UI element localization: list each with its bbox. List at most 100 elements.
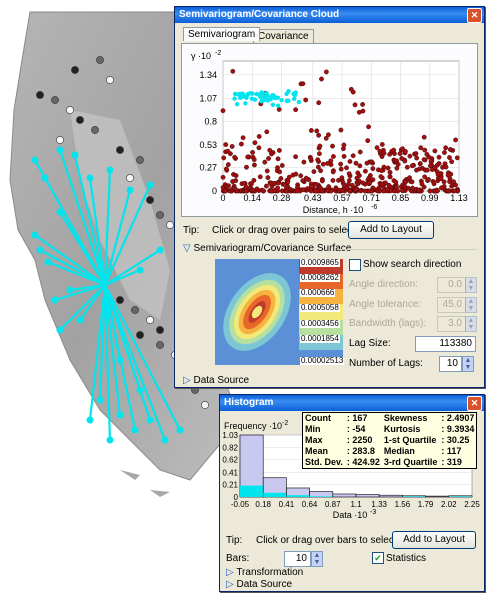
pair-point bbox=[225, 148, 231, 154]
pair-point bbox=[293, 171, 299, 177]
pair-point bbox=[338, 166, 344, 172]
bars-input[interactable]: 10 bbox=[284, 551, 311, 567]
pair-point bbox=[251, 177, 257, 183]
bandwidth-label: Bandwidth (lags): bbox=[349, 318, 427, 329]
surface-section-header[interactable]: ▽ Semivariogram/Covariance Surface bbox=[183, 243, 351, 254]
chevron-down-icon: ▽ bbox=[183, 243, 191, 254]
pair-point bbox=[308, 128, 314, 133]
bandwidth-input[interactable]: 3.0 bbox=[437, 316, 466, 332]
pair-point bbox=[314, 128, 320, 134]
pair-point bbox=[451, 179, 457, 185]
pair-point bbox=[357, 163, 363, 169]
close-icon[interactable]: ✕ bbox=[467, 8, 482, 23]
stats-cell: : 117 bbox=[441, 446, 462, 456]
histogram-window[interactable]: Histogram ✕ Frequency ·10 -2 0 0.21 0.41 0.62… bbox=[219, 394, 485, 592]
pair-point bbox=[232, 186, 237, 191]
transformation-section[interactable]: ▷ Transformation bbox=[226, 567, 303, 578]
data-source-section[interactable]: ▷ Data Source bbox=[226, 579, 292, 590]
selected-pair-point bbox=[264, 90, 269, 96]
show-search-direction-checkbox[interactable] bbox=[349, 259, 361, 271]
pair-point bbox=[362, 168, 368, 174]
selected-pair-line bbox=[103, 184, 152, 286]
close-icon[interactable]: ✕ bbox=[467, 396, 482, 411]
angle-tolerance-input[interactable]: 45.0 bbox=[437, 297, 466, 313]
pair-point bbox=[419, 181, 425, 187]
number-of-lags-stepper[interactable]: ▲ ▼ bbox=[462, 356, 474, 372]
pair-point bbox=[379, 181, 385, 187]
data-source-section[interactable]: ▷ Data Source bbox=[183, 375, 249, 386]
selected-pair-line bbox=[103, 284, 122, 416]
selected-pair-point bbox=[240, 92, 246, 97]
pair-point bbox=[409, 163, 415, 169]
angle-direction-stepper[interactable]: ▲ ▼ bbox=[465, 277, 477, 293]
semivariogram-tip-text: Click or drag over pairs to select bbox=[212, 225, 355, 236]
pair-point bbox=[269, 188, 274, 194]
pair-point bbox=[346, 178, 352, 183]
legend-entry: 0.000666 bbox=[299, 289, 343, 305]
pair-point bbox=[243, 184, 249, 190]
pair-point bbox=[316, 100, 322, 106]
pair-point bbox=[442, 150, 447, 155]
add-to-layout-button[interactable]: Add to Layout bbox=[392, 531, 476, 549]
semivariogram-cloud-plot[interactable]: 0 0.14 0.28 0.43 0.57 0.71 0.85 0.99 1.13 0 0.27 0.… bbox=[185, 47, 475, 215]
angle-tolerance-stepper[interactable]: ▲ ▼ bbox=[465, 297, 477, 313]
pair-point bbox=[338, 127, 344, 133]
pair-point bbox=[269, 151, 274, 157]
statistics-panel: Count: 167 Skewness: 2.4907 Min: -54 Kurtos… bbox=[302, 412, 478, 469]
map-sample-point bbox=[66, 106, 74, 114]
pair-point bbox=[331, 154, 336, 159]
histogram-titlebar[interactable]: Histogram ✕ bbox=[220, 395, 484, 411]
x-tick-label: 1.33 bbox=[371, 500, 387, 509]
channel-islands bbox=[120, 470, 170, 497]
pair-point bbox=[378, 174, 384, 179]
semivariogram-window[interactable]: Semivariogram/Covariance Cloud ✕ Semivar… bbox=[174, 6, 485, 388]
angle-direction-input[interactable]: 0.0 bbox=[437, 277, 466, 293]
selected-pair-line bbox=[104, 249, 161, 286]
selected-pair-point bbox=[275, 103, 281, 108]
map-sample-point bbox=[96, 56, 104, 64]
tab-semivariogram[interactable]: Semivariogram bbox=[183, 27, 261, 41]
y-axis-exponent: -2 bbox=[282, 420, 288, 427]
show-search-direction-label: Show search direction bbox=[363, 259, 462, 270]
x-axis-label: Distance, h ·10 bbox=[303, 205, 364, 215]
selected-pair-line bbox=[79, 284, 106, 321]
map-sample-point bbox=[146, 316, 154, 324]
pair-point bbox=[347, 188, 353, 194]
pair-point bbox=[414, 155, 420, 161]
lag-size-input[interactable]: 113380 bbox=[415, 336, 476, 352]
legend-entry: 0.0003456 bbox=[299, 319, 343, 335]
x-tick-label: 0.85 bbox=[392, 193, 410, 203]
pair-point bbox=[298, 173, 304, 179]
selected-pair-line bbox=[54, 283, 106, 302]
selected-pair-point bbox=[265, 98, 271, 103]
pair-point bbox=[400, 146, 405, 152]
pair-point bbox=[339, 175, 345, 181]
bandwidth-stepper[interactable]: ▲ ▼ bbox=[465, 316, 477, 332]
pair-point bbox=[229, 144, 235, 149]
pair-point bbox=[416, 188, 421, 193]
selected-pair-line bbox=[59, 284, 106, 331]
selected-histogram-bar bbox=[263, 492, 287, 497]
pair-point bbox=[341, 142, 347, 148]
bars-stepper[interactable]: ▲ ▼ bbox=[311, 551, 323, 567]
pair-point bbox=[421, 134, 427, 140]
statistics-checkbox[interactable]: ✔ bbox=[372, 552, 384, 564]
pair-point bbox=[311, 169, 317, 174]
tab-covariance[interactable]: Covariance bbox=[253, 29, 314, 43]
number-of-lags-input[interactable]: 10 bbox=[439, 356, 462, 372]
stats-cell: : 424.92 bbox=[346, 457, 380, 467]
pair-point bbox=[424, 167, 430, 173]
selected-pair-line bbox=[88, 177, 107, 286]
semivariogram-titlebar[interactable]: Semivariogram/Covariance Cloud ✕ bbox=[175, 7, 484, 23]
pair-point bbox=[261, 188, 266, 194]
pair-point bbox=[360, 180, 366, 186]
add-to-layout-button[interactable]: Add to Layout bbox=[348, 221, 434, 239]
pair-point bbox=[426, 177, 431, 182]
stats-cell: : 30.25 bbox=[441, 435, 470, 445]
pair-point bbox=[447, 147, 453, 152]
map-sample-point bbox=[91, 126, 99, 134]
histogram-tip-label: Tip: bbox=[226, 535, 243, 546]
pair-point bbox=[341, 182, 347, 188]
pair-point bbox=[357, 173, 362, 178]
pair-point bbox=[347, 159, 353, 164]
